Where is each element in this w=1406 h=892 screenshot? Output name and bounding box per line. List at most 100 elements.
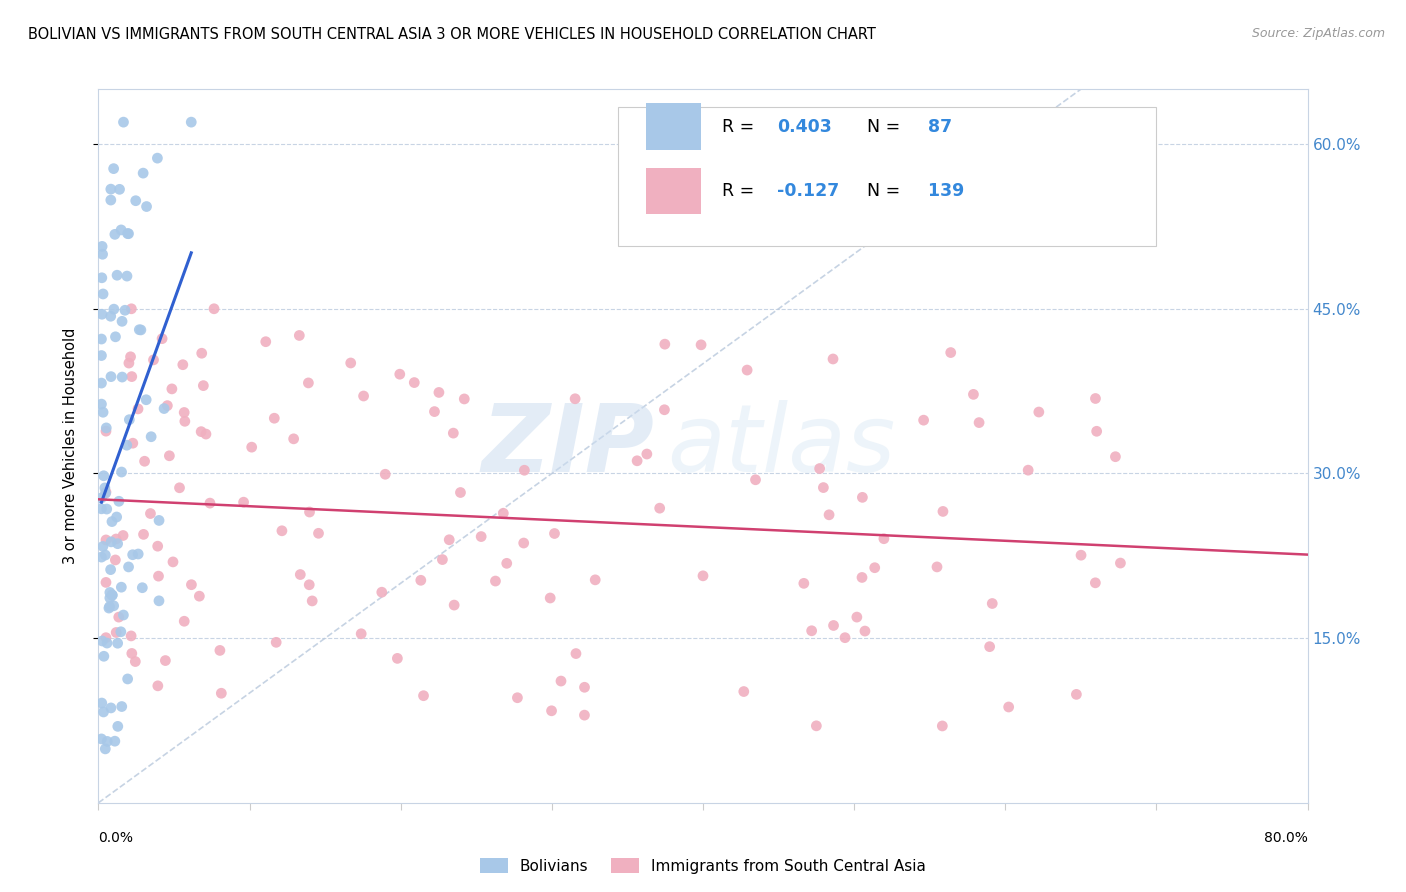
Point <box>1066 687 1088 701</box>
Point <box>912 413 935 427</box>
Point <box>90 376 112 390</box>
Point <box>156 399 179 413</box>
Point <box>470 530 492 544</box>
Legend: Bolivians, Immigrants from South Central Asia: Bolivians, Immigrants from South Central… <box>474 852 932 880</box>
Point <box>353 389 375 403</box>
Point <box>110 223 132 237</box>
Point <box>931 719 953 733</box>
Point <box>100 534 122 549</box>
Text: atlas: atlas <box>666 401 896 491</box>
Point <box>169 481 191 495</box>
Point <box>583 573 606 587</box>
Point <box>111 314 134 328</box>
Point <box>409 574 432 588</box>
Text: R =: R = <box>723 118 761 136</box>
Point <box>105 532 128 546</box>
Point <box>104 734 127 748</box>
Point <box>131 581 153 595</box>
Point <box>101 515 124 529</box>
Point <box>692 569 714 583</box>
Point <box>132 166 155 180</box>
Point <box>160 382 183 396</box>
Point <box>208 643 231 657</box>
Point <box>564 392 586 406</box>
Point <box>107 610 129 624</box>
Point <box>105 268 128 283</box>
Point <box>162 555 184 569</box>
Point <box>96 734 118 748</box>
Point <box>190 425 212 439</box>
Point <box>94 631 117 645</box>
Point <box>105 510 128 524</box>
Point <box>939 345 962 359</box>
Point <box>190 346 212 360</box>
Point <box>180 115 202 129</box>
Point <box>94 485 117 500</box>
Point <box>484 574 506 588</box>
Point <box>128 323 150 337</box>
Point <box>193 378 215 392</box>
Y-axis label: 3 or more Vehicles in Household: 3 or more Vehicles in Household <box>63 328 77 564</box>
Point <box>823 618 845 632</box>
Point <box>153 401 176 416</box>
Point <box>735 363 758 377</box>
Point <box>114 303 136 318</box>
Point <box>90 501 112 516</box>
Point <box>387 651 409 665</box>
Point <box>98 585 121 599</box>
Point <box>101 588 124 602</box>
Point <box>100 563 122 577</box>
Point <box>120 629 142 643</box>
Point <box>441 426 464 441</box>
Point <box>96 636 118 650</box>
Point <box>112 528 135 542</box>
Point <box>91 239 114 253</box>
Point <box>146 679 169 693</box>
Point <box>110 624 132 639</box>
Point <box>806 719 828 733</box>
Point <box>94 575 117 590</box>
Text: ZIP: ZIP <box>482 400 655 492</box>
Point <box>91 287 114 301</box>
Text: Source: ZipAtlas.com: Source: ZipAtlas.com <box>1251 27 1385 40</box>
Point <box>648 501 671 516</box>
Point <box>439 533 461 547</box>
Point <box>146 151 169 165</box>
Point <box>90 270 112 285</box>
Point <box>101 588 124 602</box>
Point <box>851 570 873 584</box>
Point <box>94 548 117 562</box>
Point <box>800 624 823 638</box>
Point <box>125 194 148 208</box>
Point <box>1084 575 1107 590</box>
Point <box>103 599 125 613</box>
Point <box>540 704 562 718</box>
Point <box>100 369 122 384</box>
Point <box>506 690 529 705</box>
Bar <box>647 168 700 214</box>
Point <box>543 526 565 541</box>
Point <box>121 436 143 450</box>
Point <box>124 655 146 669</box>
Point <box>495 557 517 571</box>
Point <box>155 654 177 668</box>
Point <box>240 440 263 454</box>
Point <box>427 385 450 400</box>
Point <box>120 301 142 316</box>
Point <box>148 569 170 583</box>
Point <box>574 680 596 694</box>
Point <box>271 524 294 538</box>
Point <box>107 719 129 733</box>
Point <box>283 432 305 446</box>
Point <box>636 447 658 461</box>
Point <box>100 193 122 207</box>
Point <box>111 699 134 714</box>
Point <box>146 539 169 553</box>
Point <box>91 405 114 419</box>
Point <box>90 550 112 565</box>
Text: 0.0%: 0.0% <box>98 831 134 846</box>
Point <box>967 416 990 430</box>
Point <box>120 350 142 364</box>
Point <box>412 689 434 703</box>
Point <box>263 411 285 425</box>
